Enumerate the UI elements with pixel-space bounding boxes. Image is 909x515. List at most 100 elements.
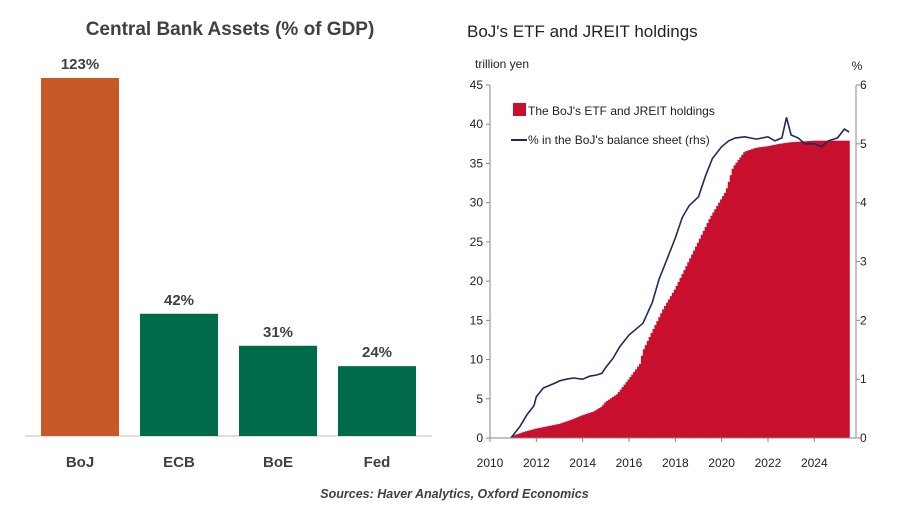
legend-swatch-holdings (513, 103, 526, 116)
holdings-bar (729, 175, 733, 438)
value-label-ecb: 42% (164, 292, 194, 309)
holdings-bar (795, 141, 798, 438)
holdings-bar (781, 143, 785, 438)
holdings-bar (540, 427, 543, 438)
holdings-bar (681, 274, 684, 438)
holdings-bar (671, 292, 675, 438)
holdings-bar (579, 416, 582, 438)
holdings-bar (770, 145, 773, 439)
holdings-bar (801, 141, 804, 438)
holdings-bar (666, 302, 669, 438)
holdings-bar (830, 140, 833, 438)
holdings-bar (766, 146, 769, 439)
holdings-bar (606, 400, 609, 438)
holdings-bar (542, 427, 545, 438)
holdings-bar (749, 149, 752, 438)
holdings-bar (590, 412, 594, 438)
holdings-bar (779, 143, 783, 438)
holdings-bar (538, 427, 541, 438)
holdings-bar (689, 258, 692, 438)
chart2-right-axis-label: % (852, 59, 863, 73)
holdings-bar (826, 140, 829, 438)
holdings-bar (596, 409, 599, 438)
holdings-bar (833, 140, 837, 438)
holdings-bar (710, 215, 713, 438)
holdings-bar (608, 399, 611, 438)
holdings-bar (675, 285, 678, 438)
holdings-bar (513, 435, 516, 438)
holdings-bar (793, 142, 796, 438)
central-bank-assets-chart: Central Bank Assets (% of GDP) 123% 42% 31… (25, 19, 432, 471)
holdings-bar (708, 219, 711, 438)
holdings-bar (594, 410, 597, 438)
holdings-bar (548, 425, 551, 438)
holdings-bar (552, 425, 555, 438)
holdings-bar (735, 162, 738, 438)
holdings-bar (633, 371, 636, 438)
holdings-bar (544, 426, 547, 438)
holdings-bar (667, 299, 671, 438)
x-tick-label: 2014 (569, 456, 596, 470)
right-tick-label: 1 (860, 372, 867, 386)
holdings-bar (567, 420, 570, 438)
holdings-bar (839, 140, 843, 438)
bar-boe (239, 345, 317, 436)
holdings-bar (554, 424, 557, 438)
holdings-bar (640, 355, 644, 438)
chart2-title: BoJ's ETF and JREIT holdings (467, 22, 698, 41)
holdings-bar (638, 364, 642, 438)
x-tick-label: 2016 (616, 456, 643, 470)
holdings-bar (658, 317, 661, 438)
holdings-bar (511, 436, 514, 438)
source-note: Sources: Haver Analytics, Oxford Economi… (320, 487, 589, 501)
holdings-bar (721, 196, 725, 438)
holdings-bar (768, 145, 771, 438)
holdings-bar (515, 434, 518, 438)
holdings-bar (559, 423, 563, 438)
holdings-bar (669, 296, 673, 438)
holdings-bar (656, 321, 659, 438)
holdings-bar (573, 418, 576, 438)
holdings-bar (739, 157, 742, 439)
holdings-bar (694, 246, 698, 438)
holdings-bar (847, 140, 850, 438)
holdings-bar (627, 379, 630, 438)
holdings-bar (776, 144, 779, 438)
holdings-bar (725, 188, 729, 438)
holdings-bar (723, 192, 727, 438)
holdings-bar (561, 422, 565, 438)
holdings-bar (806, 141, 810, 438)
holdings-bar (650, 332, 653, 438)
holdings-bar (648, 337, 651, 438)
holdings-bar (808, 140, 812, 438)
holdings-bar (673, 289, 677, 438)
holdings-bar (685, 266, 688, 438)
holdings-bar (756, 147, 760, 438)
left-tick-label: 30 (470, 196, 484, 210)
holdings-bar (845, 140, 848, 438)
holdings-bar (631, 374, 634, 438)
left-tick-label: 20 (470, 274, 484, 288)
chart1-title: Central Bank Assets (% of GDP) (86, 19, 375, 40)
bar-fed (338, 366, 416, 436)
value-label-fed: 24% (362, 344, 392, 361)
holdings-bar (812, 140, 816, 438)
holdings-bar (822, 140, 825, 438)
x-tick-label: 2020 (708, 456, 735, 470)
holdings-bar (642, 349, 646, 438)
holdings-bar (804, 141, 808, 438)
holdings-bar (754, 147, 758, 438)
holdings-bar (521, 432, 524, 438)
holdings-bar (652, 328, 655, 438)
holdings-bar (789, 142, 792, 438)
legend-label-holdings: The BoJ's ETF and JREIT holdings (528, 104, 715, 118)
holdings-bar (835, 140, 839, 438)
x-tick-label: 2012 (523, 456, 550, 470)
holdings-bar (691, 254, 694, 438)
holdings-bar (569, 420, 572, 438)
holdings-bar (716, 205, 719, 438)
holdings-bar (687, 262, 690, 438)
holdings-bar (683, 270, 686, 438)
holdings-bar (743, 152, 746, 438)
holdings-bar (588, 412, 592, 438)
